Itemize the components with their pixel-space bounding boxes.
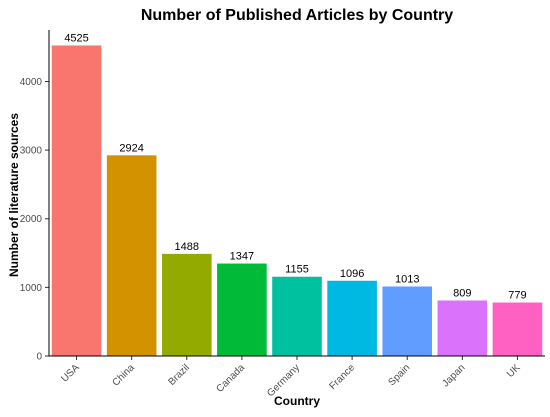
- x-tick-label: France: [327, 362, 357, 392]
- bar-uk: [492, 302, 543, 356]
- bar-france: [327, 280, 377, 356]
- y-axis: 0 1000 2000 3000 4000: [20, 77, 49, 363]
- bar-china: [106, 155, 157, 356]
- data-label: 1096: [340, 268, 364, 280]
- y-tick-label: 1000: [20, 283, 43, 294]
- x-tick-label: Spain: [386, 362, 412, 388]
- bar-japan: [437, 300, 488, 356]
- x-tick-label: UK: [505, 362, 523, 380]
- y-axis-title: Number of literature sources: [7, 113, 21, 277]
- bar-germany: [272, 276, 322, 356]
- x-tick-label: China: [111, 362, 138, 389]
- x-tick-label: Canada: [214, 362, 247, 395]
- data-label: 1347: [230, 251, 254, 263]
- x-axis: USA China Brazil Canada Germany France Spain Ja…: [59, 356, 523, 399]
- bar-spain: [382, 286, 433, 356]
- y-tick-label: 2000: [20, 214, 43, 225]
- bar-brazil: [161, 253, 212, 356]
- x-axis-title: Country: [274, 394, 320, 408]
- bar-canada: [217, 263, 267, 356]
- data-label: 779: [508, 290, 526, 302]
- data-label: 809: [453, 287, 471, 299]
- bar-usa: [51, 45, 102, 356]
- y-tick-label: 3000: [20, 146, 43, 157]
- x-tick-label: Brazil: [166, 362, 191, 387]
- data-label: 1155: [285, 264, 309, 276]
- data-label: 1488: [175, 241, 199, 253]
- y-tick-label: 4000: [20, 77, 43, 88]
- data-label: 1013: [395, 273, 419, 285]
- bars-group: 4525 2924 1488 1347 1155 1096 1013 809 779: [51, 32, 543, 356]
- x-tick-label: USA: [59, 362, 82, 385]
- chart-title: Number of Published Articles by Country: [141, 7, 453, 24]
- data-label: 2924: [119, 142, 143, 154]
- x-tick-label: Japan: [440, 362, 467, 389]
- data-label: 4525: [64, 32, 88, 44]
- y-tick-label: 0: [36, 352, 42, 363]
